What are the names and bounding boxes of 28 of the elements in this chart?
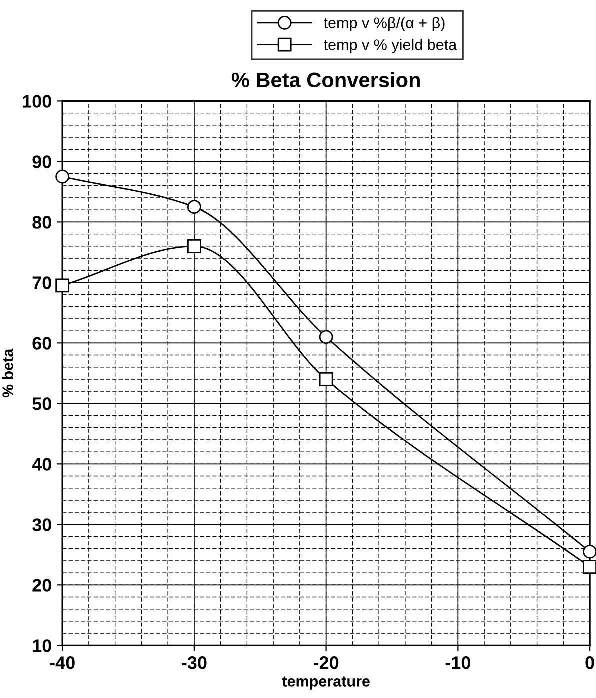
- point: [188, 239, 202, 254]
- y-tick-label: 100: [23, 95, 52, 108]
- point: [583, 560, 596, 574]
- point: [188, 200, 202, 214]
- x-tick-label: 0: [586, 656, 594, 670]
- x-tick-label: -30: [182, 656, 207, 670]
- x-tick-label: -20: [314, 656, 339, 670]
- point: [319, 330, 334, 344]
- point: [56, 170, 70, 184]
- y-tick-label: 20: [32, 579, 52, 592]
- y-tick-label: 40: [32, 458, 52, 471]
- y-tick-label: 80: [32, 216, 52, 229]
- y-tick-label: 50: [32, 398, 52, 410]
- y-tick-label: 90: [32, 156, 52, 168]
- point: [319, 372, 334, 386]
- y-tick-label: 10: [33, 640, 52, 652]
- legend-label: temp v % yield beta: [324, 39, 458, 54]
- point: [583, 544, 596, 559]
- y-axis-title: % beta: [2, 348, 14, 398]
- y-tick-label: 60: [32, 337, 52, 350]
- legend-label: temp v %β/(α + β): [324, 17, 445, 32]
- x-axis-title: temperature: [282, 676, 370, 690]
- y-tick-label: 30: [32, 518, 52, 532]
- x-tick-label: -40: [50, 656, 75, 670]
- x-tick-label: -10: [446, 656, 470, 670]
- y-tick-label: 70: [32, 276, 52, 290]
- point: [56, 278, 70, 293]
- chart-title: % Beta Conversion: [232, 72, 420, 88]
